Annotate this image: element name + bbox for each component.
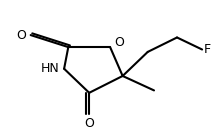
Text: HN: HN <box>41 62 60 75</box>
Text: O: O <box>17 29 27 42</box>
Text: F: F <box>204 43 211 56</box>
Text: O: O <box>114 36 124 49</box>
Text: O: O <box>84 117 94 130</box>
